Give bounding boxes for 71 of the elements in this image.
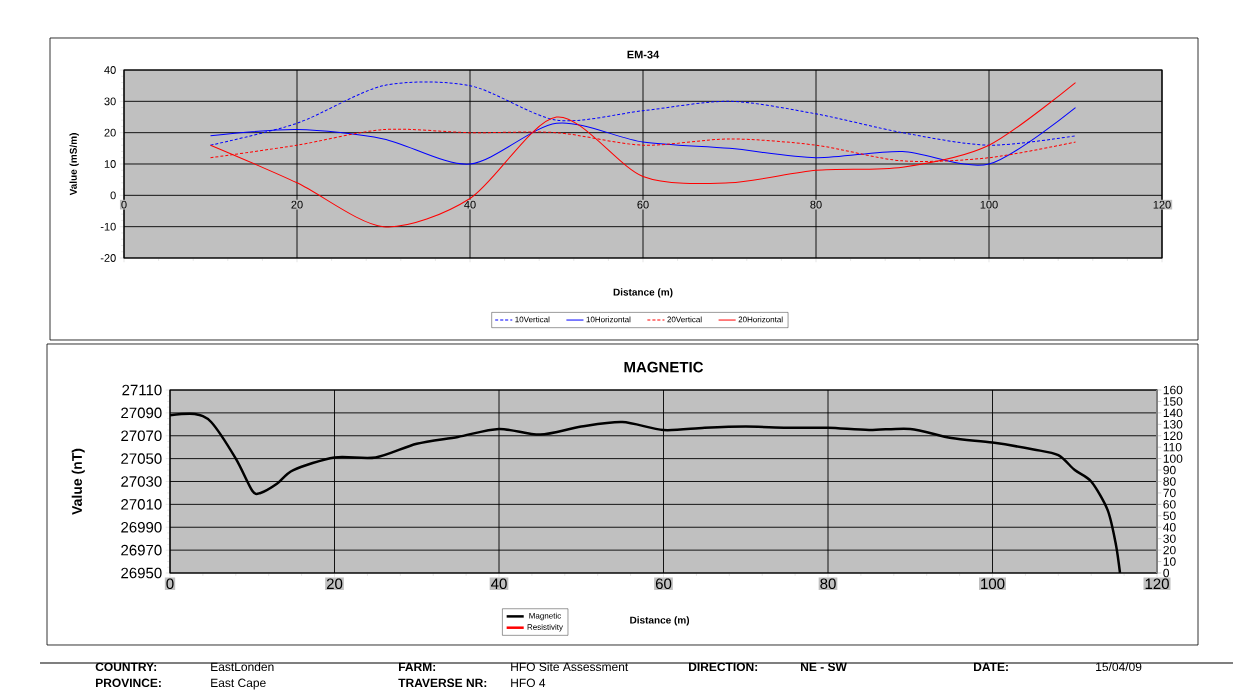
y2-tick-label: 10 xyxy=(1163,557,1176,566)
chart-title: MAGNETIC xyxy=(624,361,704,373)
text: EastLonden xyxy=(211,662,274,672)
text: FARM: xyxy=(399,662,436,671)
text: HFO 4 xyxy=(511,678,546,688)
y2-tick-label: 70 xyxy=(1163,488,1176,498)
y2-tick-label: 130 xyxy=(1163,420,1183,429)
y-tick-label: 27090 xyxy=(121,407,162,419)
x-tick-label: 60 xyxy=(655,578,672,590)
x-tick-label: 120 xyxy=(1153,200,1171,209)
y2-tick-label: 40 xyxy=(1163,523,1176,532)
legend-label: 20Horizontal xyxy=(738,316,783,323)
legend-label: Resistivity xyxy=(527,624,563,632)
y2-tick-label: 120 xyxy=(1163,431,1183,440)
y2-tick-label: 140 xyxy=(1163,408,1183,418)
x-tick-label: 0 xyxy=(166,578,174,590)
y-tick-label: 27070 xyxy=(121,430,162,442)
y2-tick-label: 80 xyxy=(1163,477,1176,486)
text: TRAVERSE NR: xyxy=(398,678,487,688)
y-tick-label: 0 xyxy=(110,191,116,200)
y2-tick-label: 90 xyxy=(1163,465,1176,475)
y2-tick-label: 20 xyxy=(1163,545,1176,555)
y2-tick-label: 160 xyxy=(1163,385,1183,395)
y-tick-label: 27110 xyxy=(122,384,162,396)
text: COUNTRY: xyxy=(95,662,157,672)
y2-tick-label: 50 xyxy=(1163,511,1176,521)
text: PROVINCE: xyxy=(96,678,161,688)
legend-label: 10Vertical xyxy=(515,316,550,323)
chart-title: EM-34 xyxy=(627,50,660,59)
legend-label: 10Horizontal xyxy=(586,316,631,323)
y-tick-label: 20 xyxy=(104,128,116,137)
y2-tick-label: 60 xyxy=(1163,500,1176,509)
y2-tick-label: 30 xyxy=(1163,534,1176,543)
y2-tick-label: 110 xyxy=(1163,442,1182,452)
x-axis-title: Distance (m) xyxy=(613,288,673,298)
y2-tick-label: 0 xyxy=(1163,568,1170,578)
y-tick-label: 26990 xyxy=(121,521,162,533)
x-axis-title: Distance (m) xyxy=(630,616,690,626)
x-tick-label: 20 xyxy=(291,200,303,209)
y-tick-label: 40 xyxy=(104,66,116,74)
x-tick-label: 120 xyxy=(1145,578,1169,590)
text: DIRECTION: xyxy=(689,662,758,672)
y-tick-label: 30 xyxy=(104,97,116,106)
y-axis-title: Value (mS/m) xyxy=(69,133,79,196)
x-tick-label: 100 xyxy=(980,200,998,209)
text: 15/04/09 xyxy=(1096,662,1142,672)
y-tick-label: 27010 xyxy=(121,499,162,510)
text: HFO Site Assessment xyxy=(511,662,629,672)
y-tick-label: -20 xyxy=(100,254,116,262)
x-tick-label: 80 xyxy=(820,578,836,590)
x-tick-label: 60 xyxy=(637,200,649,209)
y-tick-label: 26950 xyxy=(121,567,162,579)
x-tick-label: 80 xyxy=(810,200,822,209)
line-series xyxy=(210,82,1076,228)
text: DATE: xyxy=(974,662,1008,671)
y-tick-label: 27030 xyxy=(121,476,162,487)
y2-tick-label: 100 xyxy=(1163,454,1183,463)
text: NE - SW xyxy=(801,662,847,672)
legend-label: Magnetic xyxy=(529,612,561,621)
y-tick-label: 27050 xyxy=(121,453,162,464)
y-tick-label: 10 xyxy=(104,160,116,168)
x-tick-label: 100 xyxy=(981,578,1005,590)
legend-label: 20Vertical xyxy=(667,316,702,323)
x-tick-label: 40 xyxy=(491,578,507,590)
text: East Cape xyxy=(211,678,266,690)
x-tick-label: 20 xyxy=(326,578,343,590)
y-tick-label: -10 xyxy=(100,222,116,231)
y2-tick-label: 150 xyxy=(1163,397,1183,406)
y-tick-label: 26970 xyxy=(121,544,162,556)
x-tick-label: 40 xyxy=(464,200,476,209)
y-axis-title: Value (nT) xyxy=(71,448,85,515)
